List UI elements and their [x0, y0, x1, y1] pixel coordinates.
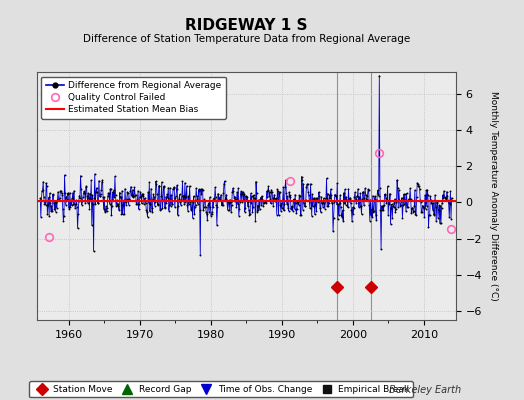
- Y-axis label: Monthly Temperature Anomaly Difference (°C): Monthly Temperature Anomaly Difference (…: [489, 91, 498, 301]
- Text: Difference of Station Temperature Data from Regional Average: Difference of Station Temperature Data f…: [83, 34, 410, 44]
- Text: RIDGEWAY 1 S: RIDGEWAY 1 S: [185, 18, 308, 33]
- Text: Berkeley Earth: Berkeley Earth: [389, 385, 461, 395]
- Legend: Station Move, Record Gap, Time of Obs. Change, Empirical Break: Station Move, Record Gap, Time of Obs. C…: [29, 381, 413, 397]
